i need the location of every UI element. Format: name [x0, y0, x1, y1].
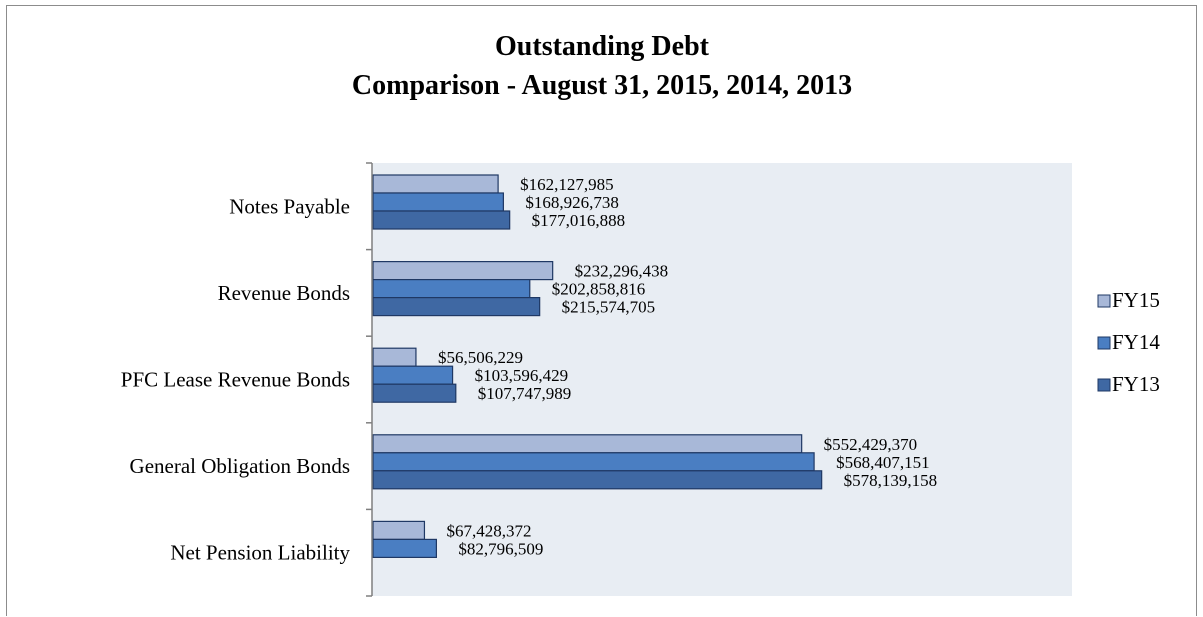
bars-layer: [372, 174, 823, 559]
bar-fy13-revenue-bonds: [372, 297, 541, 317]
data-label-fy15-pfc-lease-revenue-bonds: $56,506,229: [438, 348, 523, 367]
data-label-fy14-notes-payable: $168,926,738: [525, 193, 619, 212]
bar-fy15-net-pension-liability: [372, 520, 426, 541]
legend-swatch-fy14: [1097, 336, 1111, 350]
data-label-fy14-pfc-lease-revenue-bonds: $103,596,429: [475, 366, 569, 385]
bar-fy15-notes-payable: [372, 174, 499, 194]
category-label-general-obligation-bonds: General Obligation Bonds: [130, 454, 350, 478]
category-label-net-pension-liability: Net Pension Liability: [170, 541, 350, 565]
data-label-fy15-revenue-bonds: $232,296,438: [575, 262, 669, 281]
bar-fy14-pfc-lease-revenue-bonds: [372, 365, 454, 385]
data-label-fy13-general-obligation-bonds: $578,139,158: [844, 471, 938, 490]
legend-swatch-fy13: [1097, 378, 1111, 392]
category-label-pfc-lease-revenue-bonds: PFC Lease Revenue Bonds: [121, 368, 350, 392]
data-label-fy14-general-obligation-bonds: $568,407,151: [836, 453, 930, 472]
data-label-fy13-pfc-lease-revenue-bonds: $107,747,989: [478, 384, 571, 403]
bar-fy15-revenue-bonds: [372, 261, 554, 281]
bar-fy15-general-obligation-bonds: [372, 434, 803, 454]
legend: FY15 FY14 FY13: [1097, 288, 1160, 396]
legend-label-fy15: FY15: [1112, 288, 1160, 312]
legend-label-fy14: FY14: [1112, 330, 1160, 354]
data-label-fy14-net-pension-liability: $82,796,509: [458, 539, 543, 558]
bar-fy14-general-obligation-bonds: [372, 452, 815, 472]
chart-subtitle: Comparison - August 31, 2015, 2014, 2013: [352, 70, 852, 101]
bar-fy13-general-obligation-bonds: [372, 470, 823, 490]
bar-fy13-pfc-lease-revenue-bonds: [372, 383, 457, 403]
bar-fy14-notes-payable: [372, 192, 504, 212]
legend-label-fy13: FY13: [1112, 372, 1160, 396]
bar-fy13-notes-payable: [372, 210, 511, 230]
data-label-fy15-net-pension-liability: $67,428,372: [446, 521, 531, 540]
chart-frame: Outstanding Debt Comparison - August 31,…: [6, 5, 1197, 616]
category-axis: Notes Payable Revenue Bonds PFC Lease Reve…: [121, 162, 373, 597]
data-label-fy13-revenue-bonds: $215,574,705: [562, 298, 656, 317]
data-label-fy14-revenue-bonds: $202,858,816: [552, 280, 646, 299]
data-label-fy13-notes-payable: $177,016,888: [532, 211, 626, 230]
bar-fy15-pfc-lease-revenue-bonds: [372, 347, 417, 367]
bar-fy14-revenue-bonds: [372, 279, 531, 299]
data-label-fy15-notes-payable: $162,127,985: [520, 175, 614, 194]
category-label-notes-payable: Notes Payable: [229, 194, 350, 218]
chart-svg: Outstanding Debt Comparison - August 31,…: [121, 31, 1160, 597]
data-labels: $162,127,985$168,926,738$177,016,888 $232…: [438, 175, 937, 558]
bar-fy14-net-pension-liability: [372, 538, 437, 559]
chart-title: Outstanding Debt: [495, 31, 710, 62]
plot-area: [372, 163, 1072, 596]
category-label-revenue-bonds: Revenue Bonds: [218, 281, 350, 305]
legend-swatch-fy15: [1097, 294, 1111, 308]
data-label-fy15-general-obligation-bonds: $552,429,370: [824, 435, 918, 454]
